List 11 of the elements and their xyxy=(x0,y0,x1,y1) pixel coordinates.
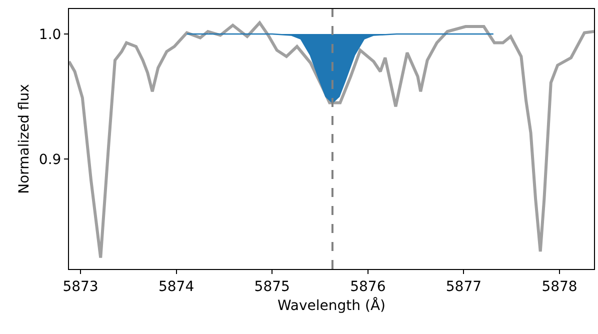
line-series xyxy=(69,21,594,260)
x-tick-label: 5875 xyxy=(254,278,290,295)
y-tick-label: 0.9 xyxy=(38,152,62,168)
y-axis-title: Normalized flux xyxy=(16,84,33,194)
x-tick-label: 5878 xyxy=(542,278,578,295)
x-tick-label: 5877 xyxy=(446,278,482,295)
x-tick-label: 5874 xyxy=(158,278,194,295)
x-axis-title: Wavelength (Å) xyxy=(277,297,386,314)
y-tick-label: 1.0 xyxy=(38,26,62,43)
x-tick-label: 5873 xyxy=(62,278,98,295)
x-tick-label: 5876 xyxy=(350,278,386,295)
